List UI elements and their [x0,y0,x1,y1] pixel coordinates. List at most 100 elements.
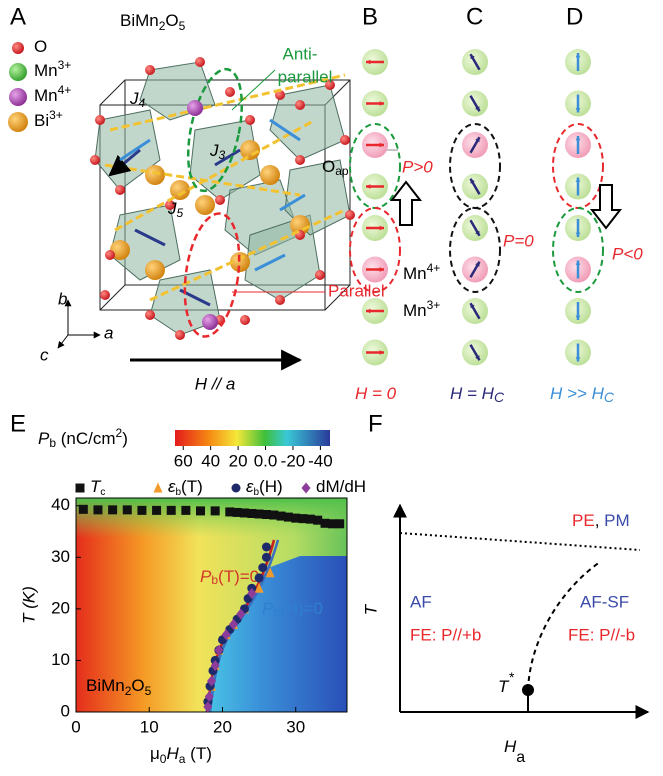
y-axis-label: T (K) [19,586,38,624]
panel-title: BiMn2O5 [120,11,186,33]
legend-label: dM/dH [316,477,366,496]
text-part: 3 [219,148,226,162]
legend-swatch [232,484,241,493]
data-point [152,506,161,515]
annotation: T* [498,669,514,697]
data-point [211,506,220,515]
legend-swatch [9,88,27,106]
y-tick-label: 0 [61,701,70,720]
text-part: C [494,389,505,405]
text-part: H [504,737,517,756]
annotation: Anti- [283,44,318,63]
annotation: J5 [167,199,184,220]
polarization-label: P<0 [612,244,643,263]
legend-label: Tc [90,477,105,497]
critical-point [522,684,534,696]
legend-label: Mn4+ [34,83,71,105]
annotation: Pb(H)=0 [262,599,323,619]
text-part: C [604,389,615,405]
y-tick-label: 40 [51,495,70,514]
field-label: H // a [195,374,236,393]
text-part: BiMn [86,676,125,695]
text-part: c [100,487,105,498]
panel-label: C [466,3,483,30]
legend-swatch [9,63,27,81]
mn4-atom [187,100,203,116]
annotation: parallel [278,67,333,86]
x-tick-label: 20 [213,717,232,736]
colorbar-tick-label: 20 [229,451,248,470]
colorbar-tick-label: 40 [201,451,220,470]
data-point [137,506,146,515]
axis-label: b [58,289,67,308]
x-tick-label: 30 [286,717,305,736]
text-part: BiMn [120,11,159,30]
data-point [262,553,271,562]
text-part: O [165,11,178,30]
text-part: 3+ [427,298,441,312]
panel-label: F [368,410,383,437]
x-tick-label: 10 [140,717,159,736]
panels-bcd: P>0 P=0 P<0 Mn4+ Mn3+ H = 0 H = HC H >> … [350,49,643,405]
data-point [93,505,102,514]
colorbar-tick-label: 60 [174,451,193,470]
y-tick-label: 20 [51,598,70,617]
text-part: Mn [34,86,58,105]
text-part: μ [150,744,160,763]
colorbar-title: Pb (nC/cm2) [38,426,128,450]
field-label: H = 0 [355,384,397,403]
text-part: 4+ [427,261,441,275]
text-part: P [38,429,50,448]
text-part: 4+ [58,83,72,97]
text-part: (T)=0 [218,567,259,586]
text-part: (H)=0 [280,599,323,618]
polarization-label: P=0 [503,231,534,250]
data-point [335,519,344,528]
text-part: O [34,37,47,56]
panel-a: BiMn2O5 O Mn3+ Mn4+ Bi3+ [8,11,385,393]
text-part: (H) [259,477,283,496]
text-part: Bi [34,111,49,130]
phase-label: FE: P//+b [410,625,481,644]
legend-swatch [76,484,85,493]
phase-label: PE, PM [572,511,630,530]
legend-label: εb(H) [246,477,283,497]
data-point [108,505,117,514]
data-point [258,563,267,572]
field-label: H >> HC [550,384,615,404]
panel-label: D [566,3,583,30]
x-axis-label: Ha [504,737,525,766]
text-part: J [129,89,139,108]
axis-label: c [40,345,49,364]
colorbar-tick-label: -20 [281,451,306,470]
data-point [123,505,132,514]
text-part: H [166,744,179,763]
data-point [262,542,271,551]
legend-label: Bi3+ [34,108,63,130]
text-part: O [131,676,144,695]
annotation: BiMn2O5 [86,676,152,698]
text-part: (T) [185,744,211,763]
text-part: ) [122,429,128,448]
phase-boundary [400,533,640,550]
x-axis-label: μ0Ha (T) [150,744,212,766]
panel-label: A [10,3,26,30]
legend-swatch [154,483,163,493]
text-part: Mn [403,264,427,283]
text-part: H >> H [550,384,605,403]
figure: A B C D E F BiMn2O5 O Mn3+ Mn4+ Bi3+ [0,0,663,776]
legend-swatch [8,112,28,132]
legend-label: O [34,37,47,56]
text-part: H = 0 [355,384,397,403]
text-part: O [322,157,335,176]
text-part: P [200,567,212,586]
data-point [255,573,264,582]
data-point [167,506,176,515]
colorbar-tick-label: -40 [308,451,333,470]
phase-label: AF [410,592,432,611]
phase-label: FE: P//-b [568,625,635,644]
text-part: * [508,669,514,685]
panel-label: B [362,3,378,30]
data-point [196,506,205,515]
y-axis-label: T [361,603,380,615]
